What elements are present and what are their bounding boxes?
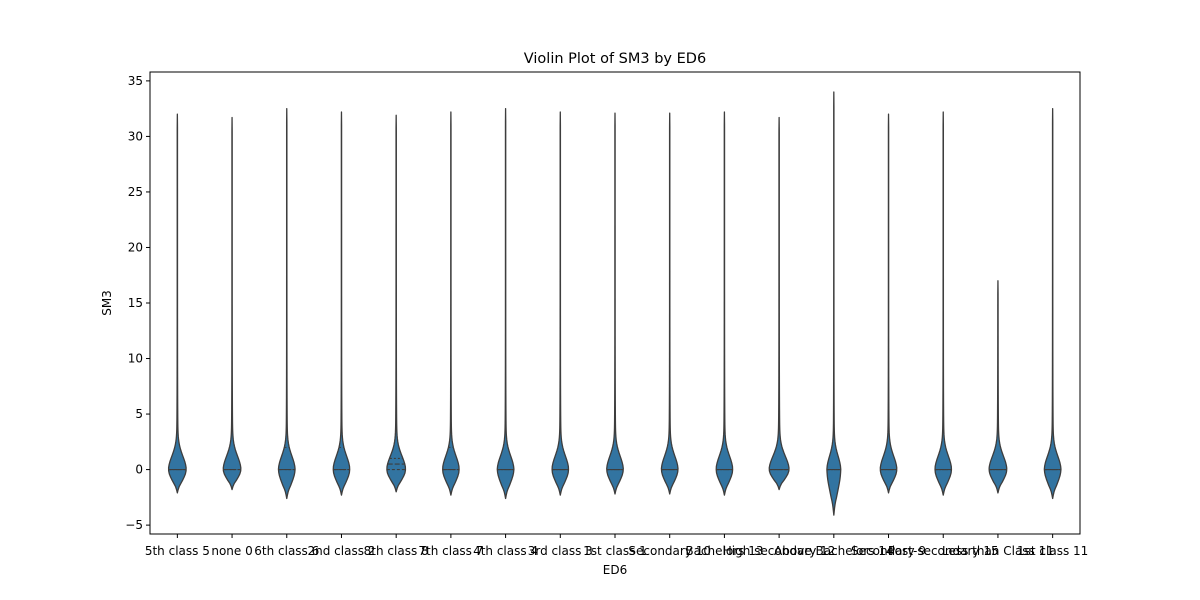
x-tick-label: Less than Class 11 (942, 544, 1054, 558)
y-tick-label: 15 (128, 296, 143, 310)
violin-body (1043, 108, 1062, 500)
y-tick-label: −5 (125, 518, 143, 532)
x-tick-label: 1st class 1 (583, 544, 647, 558)
y-tick-label: 25 (128, 185, 143, 199)
violin-body (222, 116, 242, 491)
x-axis-title: ED6 (603, 563, 627, 577)
y-tick-label: 0 (135, 463, 143, 477)
violin-body (606, 112, 624, 495)
y-tick-label: 30 (128, 129, 143, 143)
y-tick-label: 35 (128, 74, 143, 88)
violin-body (715, 111, 734, 496)
x-tick-label: Post-secondary 15 (888, 544, 999, 558)
violin-group (167, 91, 1062, 516)
violin-body (386, 114, 407, 493)
violin-body (879, 113, 898, 494)
x-tick-label: 2nd class 2 (308, 544, 376, 558)
violin-body (826, 91, 842, 516)
x-tick-label: 8th class 8 (364, 544, 429, 558)
violin-body (332, 111, 351, 496)
x-tick-label: Secondary 9 (851, 544, 926, 558)
x-tick-label: 3rd class 3 (528, 544, 593, 558)
y-axis-title: SM3 (100, 290, 114, 316)
y-axis: −5 0 5 10 15 20 25 30 35 (125, 74, 150, 532)
violin-body (167, 113, 187, 494)
violin-body (934, 111, 953, 496)
violin-body (442, 111, 460, 496)
x-tick-label: 6th class 6 (254, 544, 319, 558)
y-tick-label: 5 (135, 407, 143, 421)
violin-body (660, 112, 679, 495)
violin-body (496, 108, 515, 500)
x-tick-label: Bachelors 13 (685, 544, 763, 558)
y-tick-label: 20 (128, 240, 143, 254)
violin-body (277, 108, 296, 500)
x-tick-label: 5th class 5 (145, 544, 210, 558)
violin-body (551, 111, 570, 496)
chart-title: Violin Plot of SM3 by ED6 (524, 51, 706, 67)
violin-body (768, 116, 790, 491)
x-tick-label: none 0 (211, 544, 252, 558)
x-tick-label: 4th class 4 (473, 544, 538, 558)
x-tick-label: 1st class 11 (1017, 544, 1088, 558)
y-tick-label: 10 (128, 352, 143, 366)
x-tick-label: High secondary 12 (723, 544, 836, 558)
x-tick-label: Secondary 10 (628, 544, 711, 558)
x-tick-label: 7th class 7 (418, 544, 483, 558)
x-tick-label: Above Bachelors 14 (774, 544, 894, 558)
violin-body (988, 280, 1008, 494)
